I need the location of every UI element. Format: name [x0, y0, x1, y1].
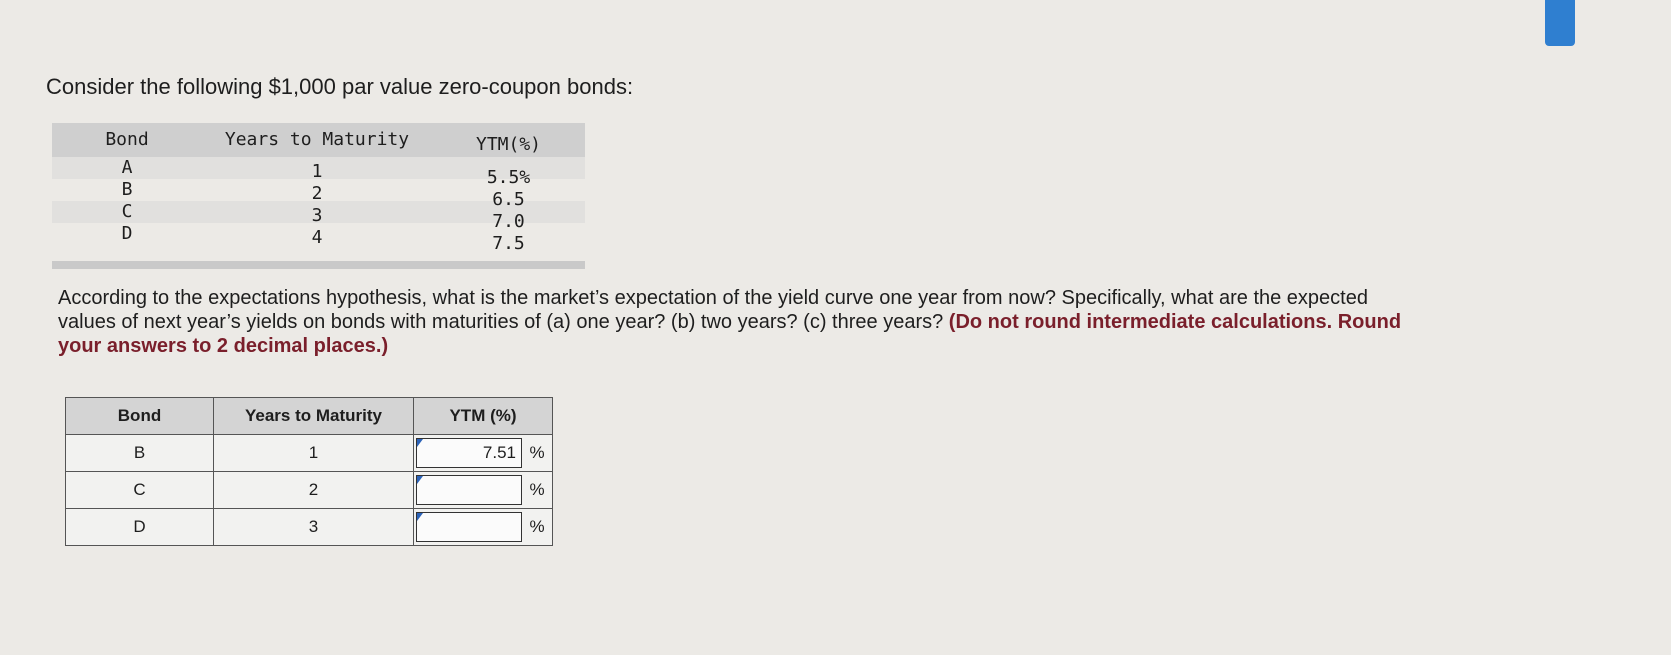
cell-years: 1 [213, 434, 414, 472]
header-years: Years to Maturity [224, 129, 410, 150]
answer-table-header: Bond Years to Maturity YTM (%) [65, 397, 553, 435]
percent-unit: % [522, 508, 553, 546]
percent-unit: % [522, 434, 553, 472]
table-row: A 1 5.5% [52, 157, 585, 188]
cell-bond: B [65, 434, 214, 472]
header-years: Years to Maturity [213, 397, 414, 435]
cell-years: 4 [311, 227, 323, 248]
question-instruction: (Do not round intermediate calculations.… [58, 311, 1402, 357]
cell-bond: A [121, 157, 133, 178]
cell-years: 2 [213, 471, 414, 509]
table-footer-rule [52, 261, 585, 269]
ytm-input-d[interactable] [416, 512, 522, 542]
answer-table: Bond Years to Maturity YTM (%) B 1 7.51 … [65, 397, 553, 546]
cell-years: 1 [311, 161, 323, 182]
answer-row: C 2 % [65, 471, 553, 509]
question-text: According to the expectations hypothesis… [58, 286, 1418, 358]
question-body: According to the expectations hypothesis… [58, 287, 1368, 333]
cell-bond: C [121, 201, 133, 222]
cell-ytm: 7.5 [492, 233, 525, 254]
cell-years: 3 [213, 508, 414, 546]
table-row: D 4 7.5 [52, 223, 585, 254]
cell-ytm: 7.0 [492, 211, 525, 232]
given-bonds-table: Bond Years to Maturity YTM(%) A 1 5.5% B 2 6… [52, 123, 585, 269]
header-bond: Bond [65, 397, 214, 435]
side-tab[interactable] [1545, 0, 1575, 46]
table-row: B 2 6.5 [52, 179, 585, 210]
answer-row: D 3 % [65, 508, 553, 546]
cell-bond: C [65, 471, 214, 509]
header-bond: Bond [105, 129, 149, 150]
ytm-input-b[interactable]: 7.51 [416, 438, 522, 468]
table-header: Bond Years to Maturity YTM(%) [52, 123, 585, 157]
percent-unit: % [522, 471, 553, 509]
cell-ytm: 5.5% [486, 167, 531, 188]
problem-title: Consider the following $1,000 par value … [46, 74, 634, 99]
cell-bond: D [121, 223, 133, 244]
cell-bond: B [121, 179, 133, 200]
cell-ytm: 6.5 [492, 189, 525, 210]
cell-bond: D [65, 508, 214, 546]
header-ytm: YTM (%) [413, 397, 553, 435]
header-ytm: YTM(%) [475, 134, 542, 155]
cell-years: 2 [311, 183, 323, 204]
cell-years: 3 [311, 205, 323, 226]
answer-row: B 1 7.51 % [65, 434, 553, 472]
ytm-input-c[interactable] [416, 475, 522, 505]
table-row: C 3 7.0 [52, 201, 585, 232]
